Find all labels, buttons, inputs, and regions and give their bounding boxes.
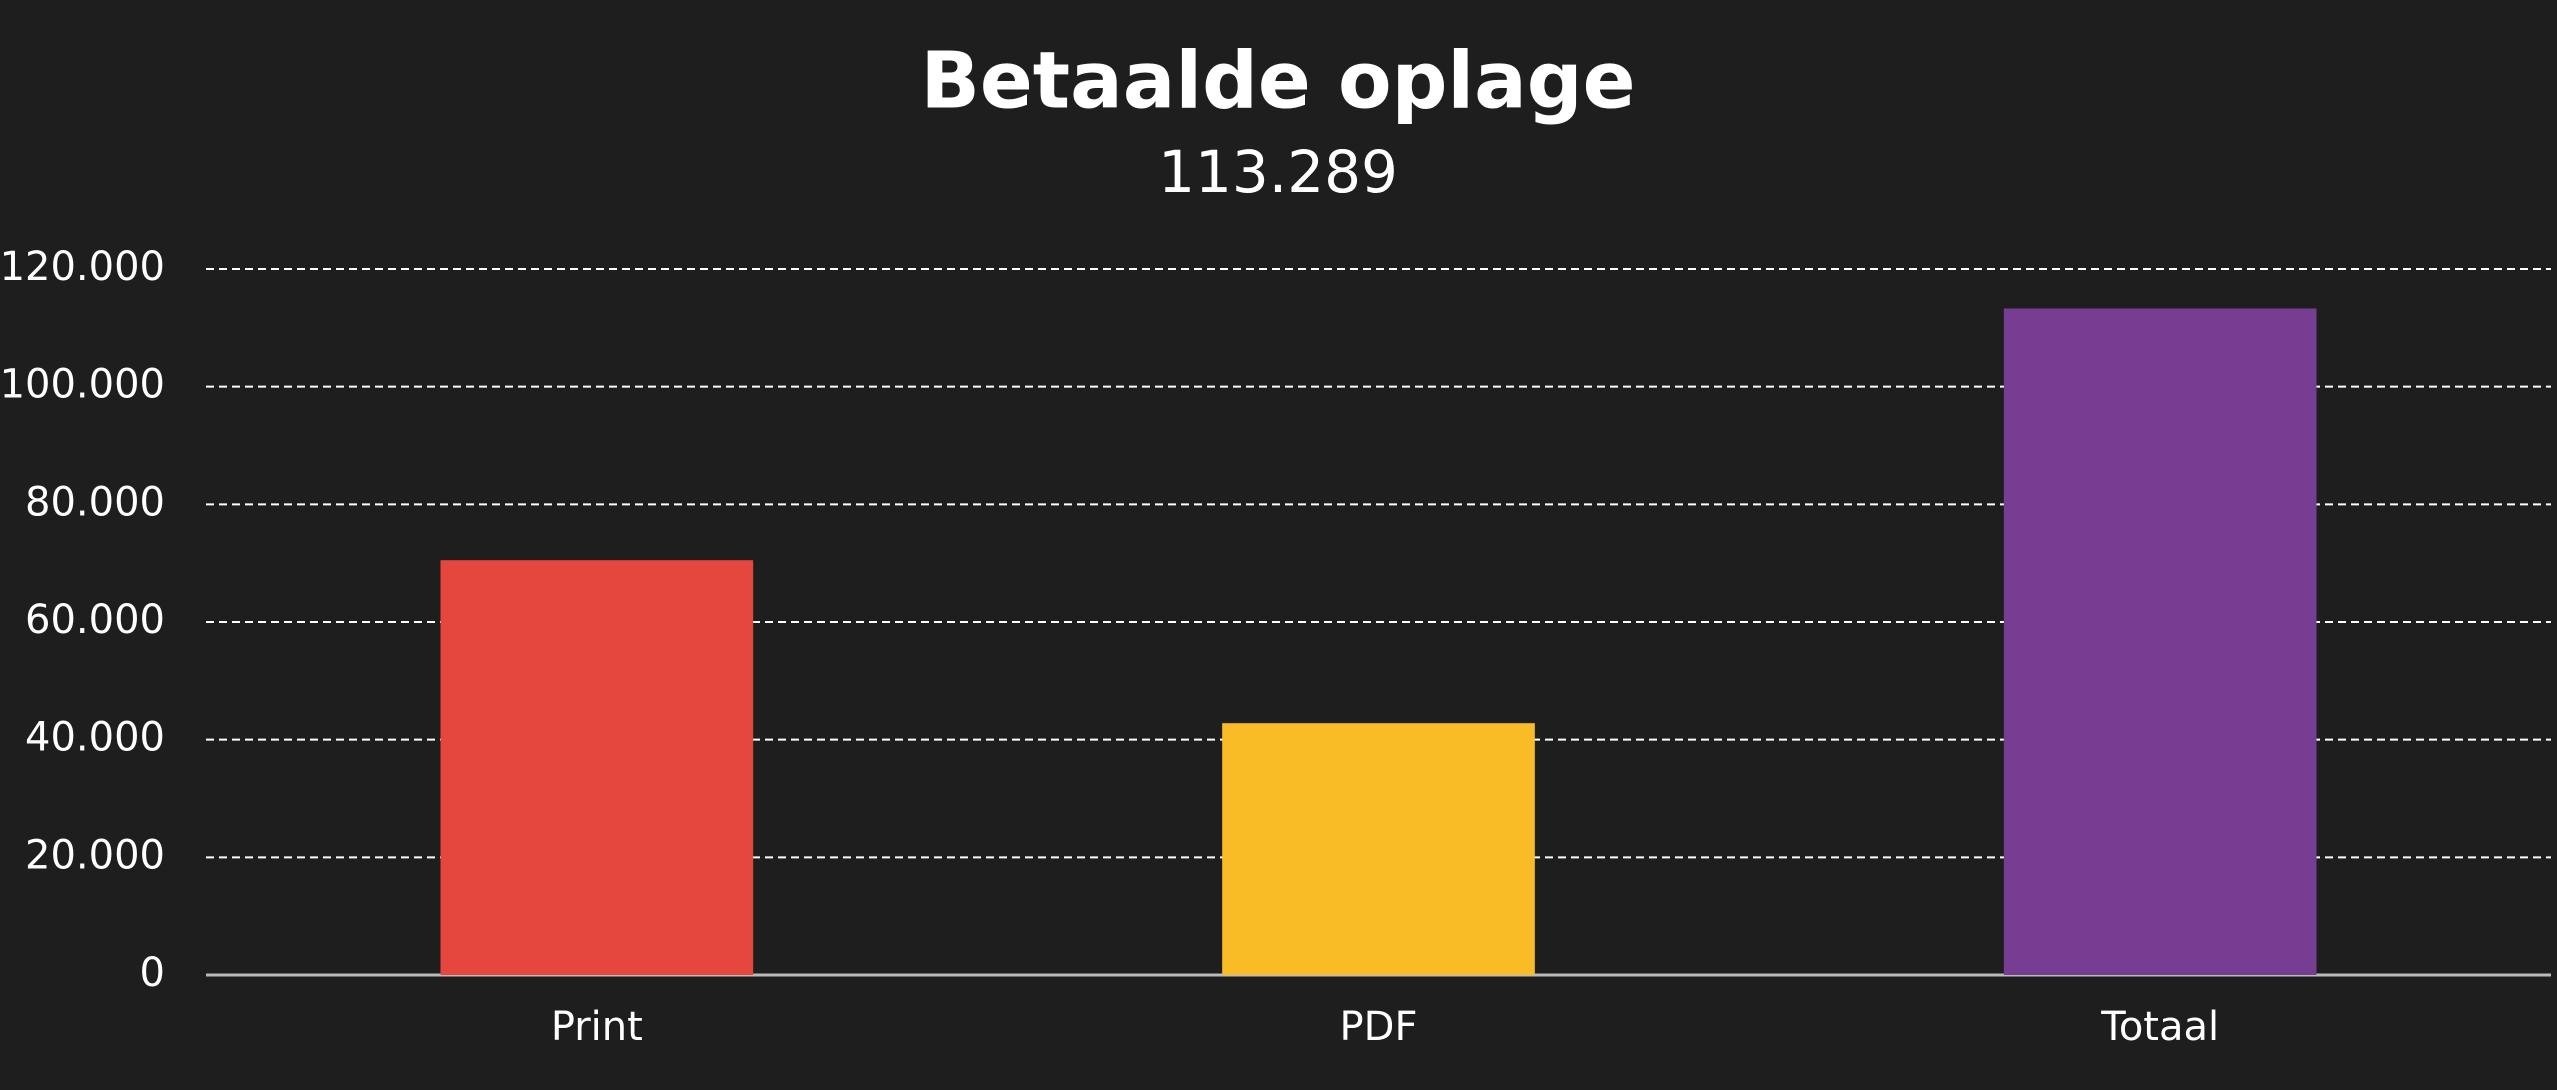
bar xyxy=(2003,308,2317,976)
bar xyxy=(1222,723,1535,975)
y-tick-label: 80.000 xyxy=(25,479,165,525)
chart-title: Betaalde oplage xyxy=(920,36,1635,126)
y-tick-label: 0 xyxy=(140,950,165,996)
y-tick-label: 40.000 xyxy=(25,715,165,761)
x-tick-label: PDF xyxy=(1340,1004,1418,1050)
y-tick-label: 120.000 xyxy=(0,244,165,290)
x-tick-label: Print xyxy=(551,1004,643,1050)
y-tick-label: 100.000 xyxy=(0,362,165,408)
bar xyxy=(440,560,754,975)
y-tick-label: 20.000 xyxy=(25,832,165,878)
x-tick-label: Totaal xyxy=(2100,1004,2219,1050)
chart-subtitle: 113.289 xyxy=(1158,138,1398,206)
y-tick-label: 60.000 xyxy=(25,597,165,643)
